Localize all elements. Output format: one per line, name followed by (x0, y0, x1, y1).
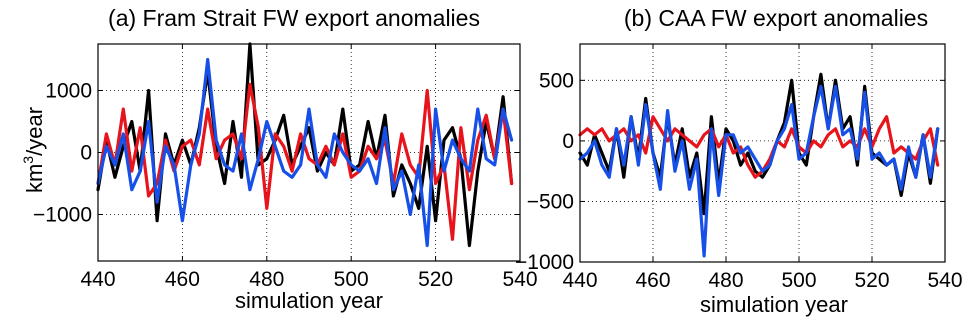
panel-a-xtick-label: 520 (418, 268, 453, 291)
panel-a-xtick-label: 480 (249, 268, 284, 291)
panel-b-ytick-label: −1000 (515, 251, 574, 274)
panel-b-xlabel: simulation year (700, 292, 848, 317)
panel-b-xtick-label: 540 (927, 269, 962, 292)
panel-a-frame (97, 43, 521, 262)
panel-b: (b) CAA FW export anomalies 440 460 480 500… (515, 5, 963, 317)
panel-b-series-2-line (578, 115, 940, 179)
panel-b-frame (579, 43, 946, 263)
panel-a-xtick-label: 540 (502, 268, 537, 291)
panel-a-ytick-label: −1000 (33, 204, 92, 227)
panel-b-title: (b) CAA FW export anomalies (624, 5, 928, 31)
panel-a-ytick-label: 1000 (45, 80, 92, 103)
panel-b-xtick-label: 440 (562, 269, 597, 292)
panel-a-xlabel: simulation year (235, 288, 383, 313)
panel-a-title: (a) Fram Strait FW export anomalies (108, 5, 480, 31)
panel-a-ylabel: km3/year (20, 107, 47, 193)
panel-a-ylabel-sup: 3 (20, 156, 36, 164)
panel-b-xtick-label: 460 (635, 269, 670, 292)
panel-b-ytick-label: −500 (527, 190, 574, 213)
panel-a: (a) Fram Strait FW export anomalies 440 4… (20, 5, 538, 313)
panel-b-ytick-label: 500 (539, 69, 574, 92)
panel-a-ytick-label: 0 (80, 142, 92, 165)
panel-a-series-2-line (96, 82, 514, 241)
panel-a-series-3-line (96, 57, 514, 248)
panel-a-xtick-label: 460 (165, 268, 200, 291)
panel-a-xtick-label: 440 (80, 268, 115, 291)
panel-a-xtick-label: 500 (334, 268, 369, 291)
panel-b-ticks: 440 460 480 500 520 540 −1000 −500 0 500 (515, 44, 963, 292)
panel-b-xtick-label: 520 (854, 269, 889, 292)
panel-a-grid (98, 44, 520, 261)
panel-b-xtick-label: 500 (781, 269, 816, 292)
panel-b-series-3-line (578, 84, 940, 258)
panel-a-ticks: 440 460 480 500 520 540 −1000 0 1000 (33, 44, 538, 291)
panel-b-grid (580, 44, 945, 262)
panel-b-ytick-label: 0 (562, 130, 574, 153)
panel-b-series (578, 72, 940, 258)
panel-b-xtick-label: 480 (708, 269, 743, 292)
panel-a-series (96, 42, 514, 248)
